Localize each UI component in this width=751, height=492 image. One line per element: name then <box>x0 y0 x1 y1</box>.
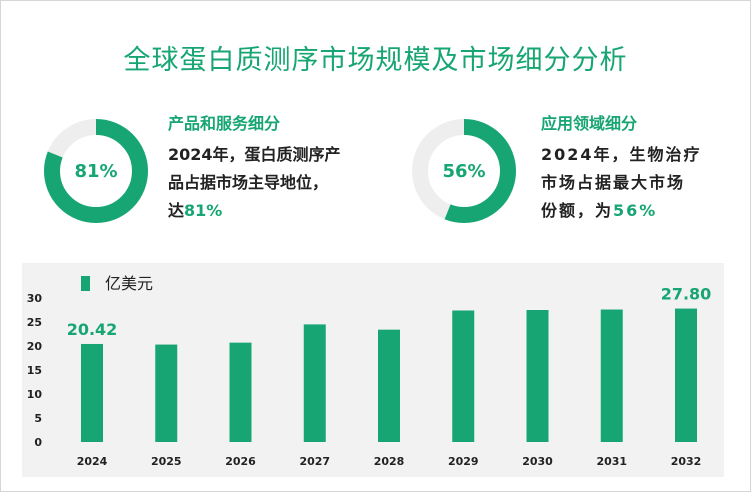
left-panel-text-prefix: 达 <box>168 201 185 220</box>
y-tick-label: 0 <box>34 436 42 449</box>
y-tick-label: 15 <box>27 364 42 377</box>
x-tick-label: 2028 <box>374 455 405 468</box>
right-panel-text-line1: 2024年，生物治疗 <box>541 145 702 164</box>
left-donut-arc <box>44 119 148 223</box>
bar <box>600 309 623 442</box>
legend-label: 亿美元 <box>105 274 153 293</box>
data-labels: 20.42 27.80 <box>67 285 712 339</box>
x-tick-label: 2026 <box>225 455 256 468</box>
right-panel-text-line3: 份额，为56% <box>541 197 731 225</box>
bar <box>675 308 697 442</box>
bars <box>81 308 697 442</box>
x-axis: 2024 2025 2026 2027 2028 2029 2030 2031 2032 <box>77 455 702 468</box>
right-donut-percent: 56% <box>442 161 486 182</box>
left-panel-text-line2: 品占据市场主导地位， <box>168 173 329 192</box>
left-donut-percent: 81% <box>74 161 118 182</box>
x-tick-label: 2027 <box>299 455 330 468</box>
right-panel-highlight: 56% <box>613 201 658 220</box>
y-tick-label: 5 <box>34 412 42 425</box>
page-title: 全球蛋白质测序市场规模及市场细分分析 <box>123 45 628 76</box>
right-donut-arc <box>412 119 516 223</box>
x-tick-label: 2030 <box>522 455 553 468</box>
x-tick-label: 2025 <box>151 455 182 468</box>
x-tick-label: 2032 <box>671 455 702 468</box>
bar <box>378 329 400 442</box>
left-donut <box>44 119 148 223</box>
data-label: 27.80 <box>661 285 712 304</box>
y-tick-label: 30 <box>27 292 43 305</box>
bar <box>303 324 326 442</box>
bar <box>155 344 178 442</box>
right-donut <box>412 119 516 223</box>
right-panel-text-prefix: 份额，为 <box>541 201 614 220</box>
chart-legend: 亿美元 <box>81 274 153 293</box>
bar <box>81 343 103 442</box>
right-panel-text-line2: 市场占据最大市场 <box>541 173 686 192</box>
y-tick-label: 25 <box>27 316 42 329</box>
right-panel-text: 2024年，生物治疗 市场占据最大市场 份额，为56% <box>541 141 731 225</box>
legend-swatch <box>81 276 90 291</box>
left-panel-text-line3: 达81% <box>168 197 373 225</box>
bar <box>229 342 252 442</box>
x-tick-label: 2029 <box>448 455 479 468</box>
y-axis: 0 5 10 15 20 25 30 <box>27 292 43 449</box>
left-panel-heading: 产品和服务细分 <box>168 114 281 133</box>
y-tick-label: 20 <box>27 340 43 353</box>
right-panel-heading: 应用领域细分 <box>541 114 638 133</box>
left-panel-text-line1: 2024年，蛋白质测序产 <box>168 145 341 164</box>
x-tick-label: 2031 <box>596 455 627 468</box>
left-panel-text: 2024年，蛋白质测序产 品占据市场主导地位， 达81% <box>168 141 373 225</box>
y-tick-label: 10 <box>27 388 43 401</box>
bar <box>452 310 475 442</box>
bar <box>526 310 549 442</box>
left-panel-highlight: 81% <box>184 201 223 220</box>
data-label: 20.42 <box>67 320 118 339</box>
x-tick-label: 2024 <box>77 455 108 468</box>
